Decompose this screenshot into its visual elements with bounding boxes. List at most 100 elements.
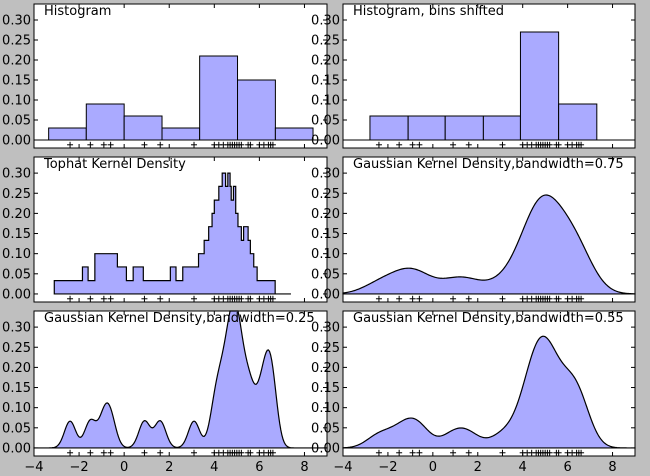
y-tick-label: 0.25 [2, 341, 31, 356]
rug-mark [238, 295, 245, 302]
y-tick-label: 0.30 [2, 14, 31, 29]
y-tick-label: 0.00 [311, 134, 340, 149]
rug-mark [546, 141, 553, 148]
panel-title: Gaussian Kernel Density,bandwidth=0.25 [44, 311, 315, 326]
histogram-bar [274, 127, 314, 141]
rug-mark [555, 449, 562, 456]
panel-frame [33, 3, 328, 149]
rug-mark [107, 449, 114, 456]
y-tick-label: 0.25 [2, 187, 31, 202]
y-tick-label: 0.30 [2, 167, 31, 182]
rug-mark [247, 449, 254, 456]
y-tick-label: 0.25 [311, 187, 340, 202]
panel-4: 0.00 0.05 0.10 0.15 0.20 0.25 0.30 Gaussian Ker… [311, 156, 636, 303]
gaussian-density-area [342, 194, 636, 295]
histogram-bar [444, 115, 484, 141]
rug-mark [238, 449, 245, 456]
panel-title: Gaussian Kernel Density,bandwidth=0.55 [353, 311, 624, 326]
x-tick-label: −4 [24, 460, 43, 475]
rug-mark [191, 295, 198, 302]
panel-title: Histogram [44, 4, 111, 19]
y-tick-label: 0.10 [2, 94, 31, 109]
panel-title: Gaussian Kernel Density,bandwidth=0.75 [353, 157, 624, 172]
rug-mark [465, 449, 472, 456]
y-tick-label: 0.25 [311, 341, 340, 356]
panel-border [342, 156, 636, 303]
x-tick-label: −2 [69, 460, 88, 475]
y-tick-label: 0.25 [311, 34, 340, 49]
rug-mark [100, 295, 107, 302]
rug-mark [450, 449, 457, 456]
y-tick-label: 0.10 [311, 401, 340, 416]
panel-border [342, 3, 636, 149]
rug-mark [141, 295, 148, 302]
panel-border [33, 310, 328, 457]
y-tick-label: 0.25 [2, 34, 31, 49]
y-tick-label: 0.15 [311, 381, 340, 396]
rug-mark [141, 449, 148, 456]
panel-1: 0.00 0.05 0.10 0.15 0.20 0.25 0.30 Histogram [2, 3, 328, 149]
rug-mark [465, 295, 472, 302]
x-tick-label: −4 [333, 460, 352, 475]
panel-title: Histogram, bins shifted [353, 4, 504, 19]
panel-border [33, 156, 328, 303]
y-tick-label: 0.00 [2, 441, 31, 456]
rug-mark [100, 449, 107, 456]
y-tick-label: 0.00 [2, 134, 31, 149]
rug-mark [578, 141, 585, 148]
rug-mark [247, 141, 254, 148]
gaussian-density-area [342, 335, 636, 449]
y-tick-label: 0.20 [311, 54, 340, 69]
rug-mark [578, 295, 585, 302]
y-tick-label: 0.20 [2, 361, 31, 376]
x-tick-label: 2 [165, 460, 173, 475]
rug-mark [555, 295, 562, 302]
rug-mark [107, 141, 114, 148]
rug-mark [67, 449, 74, 456]
rug-mark [191, 449, 198, 456]
x-tick-label: −2 [378, 460, 397, 475]
panel-border [342, 310, 636, 457]
rug-mark [465, 141, 472, 148]
rug-mark [555, 141, 562, 148]
y-tick-label: 0.20 [2, 207, 31, 222]
y-tick-label: 0.30 [311, 14, 340, 29]
y-tick-label: 0.05 [2, 267, 31, 282]
rug-mark [191, 141, 198, 148]
rug-mark [375, 295, 382, 302]
y-tick-label: 0.20 [311, 207, 340, 222]
y-tick-label: 0.00 [2, 287, 31, 302]
y-tick-label: 0.15 [2, 74, 31, 89]
rug-mark [87, 295, 94, 302]
rug-mark [157, 141, 164, 148]
y-tick-label: 0.20 [311, 361, 340, 376]
histogram-bar [407, 115, 446, 141]
rug-mark [450, 295, 457, 302]
y-tick-label: 0.00 [311, 441, 340, 456]
tophat-density-area [53, 172, 291, 295]
rug-mark [450, 141, 457, 148]
histogram-bar [123, 115, 163, 141]
rug-mark [409, 295, 416, 302]
panel-3: 0.00 0.05 0.10 0.15 0.20 0.25 0.30 Tophat Kerne… [2, 156, 328, 303]
panel-5: 0.00 0.05 0.10 0.15 0.20 0.25 0.30 −4 −2 0 2 4 6 8 Gau… [2, 310, 328, 475]
x-tick-label: 6 [255, 460, 263, 475]
x-tick-label: 2 [474, 460, 482, 475]
histogram-bar [558, 103, 598, 141]
y-tick-label: 0.05 [2, 421, 31, 436]
histogram-bar [519, 31, 560, 141]
rug-mark [87, 449, 94, 456]
rug-mark [578, 449, 585, 456]
rug-mark [269, 295, 276, 302]
rug-mark [67, 295, 74, 302]
rug-mark [100, 141, 107, 148]
panel-2: 0.00 0.05 0.10 0.15 0.20 0.25 0.30 Histogram, b… [311, 3, 636, 149]
histogram-bar [237, 79, 276, 141]
panel-border [33, 3, 328, 149]
y-tick-label: 0.30 [2, 321, 31, 336]
rug-mark [375, 141, 382, 148]
x-tick-label: 0 [120, 460, 128, 475]
y-tick-label: 0.05 [311, 421, 340, 436]
rug-mark [396, 449, 403, 456]
